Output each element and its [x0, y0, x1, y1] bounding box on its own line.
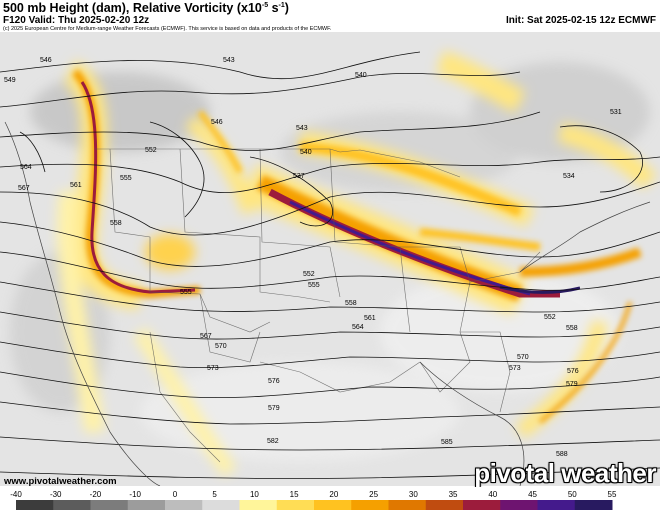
- height-label: 588: [556, 451, 568, 458]
- height-label: 573: [509, 365, 521, 372]
- colorbar-tick-label: 10: [249, 490, 259, 499]
- title-text: 500 mb Height (dam), Relative Vorticity …: [3, 1, 262, 15]
- colorbar-tick-label: -30: [49, 490, 62, 499]
- height-label: 561: [70, 182, 82, 189]
- colorbar-tick-label: -20: [89, 490, 102, 499]
- height-label: 561: [364, 315, 376, 322]
- colorbar-swatch: [500, 500, 538, 510]
- colorbar-tick-label: 45: [528, 490, 537, 499]
- height-label: 555: [308, 282, 320, 289]
- height-label: 564: [20, 164, 32, 171]
- height-label: 558: [345, 300, 357, 307]
- height-label: 570: [215, 343, 227, 350]
- height-label: 564: [352, 324, 364, 331]
- colorbar-swatch: [425, 500, 464, 510]
- height-contours: [0, 51, 660, 479]
- title-exponent-2: -1: [278, 1, 285, 9]
- colorbar-tick-label: 50: [567, 490, 577, 499]
- height-label: 540: [300, 149, 312, 156]
- colorbar-tick-label: 40: [488, 490, 498, 499]
- height-label: 576: [567, 368, 579, 375]
- height-label: 540: [355, 72, 367, 79]
- height-label: 552: [145, 147, 157, 154]
- height-label: 531: [610, 109, 622, 116]
- colorbar-swatch: [537, 500, 576, 510]
- colorbar-swatch: [276, 500, 315, 510]
- colorbar-swatch: [351, 500, 389, 510]
- colorbar-tick-label: 15: [289, 490, 299, 499]
- colorbar-tick-label: -40: [10, 490, 22, 499]
- height-label: 579: [566, 381, 578, 388]
- colorbar-tick-label: -10: [129, 490, 141, 499]
- height-label: 567: [18, 185, 30, 192]
- title-exponent: -5: [261, 1, 269, 9]
- height-label: 567: [200, 333, 212, 340]
- height-label: 570: [517, 354, 529, 361]
- weather-map[interactable]: 549 543 546 540 537 540 552 555 558 564 …: [0, 32, 660, 487]
- height-labels: 549 543 546 540 537 540 552 555 558 564 …: [4, 57, 622, 458]
- colorbar-tick-label: 30: [408, 490, 418, 499]
- colorbar-tick-label: 35: [448, 490, 458, 499]
- colorbar-swatch: [239, 500, 278, 510]
- colorbar-tick-label: 25: [369, 490, 379, 499]
- colorbar-swatch: [16, 500, 54, 510]
- height-label: 546: [211, 119, 223, 126]
- colorbar-swatch: [165, 500, 203, 510]
- colorbar-tick-label: 0: [172, 490, 178, 499]
- title-unit: s: [268, 1, 279, 15]
- height-label: 552: [303, 271, 315, 278]
- colorbar-tick-label: 20: [329, 490, 339, 499]
- source-url[interactable]: www.pivotalweather.com: [4, 476, 117, 487]
- height-label: 558: [110, 220, 122, 227]
- init-time: Init: Sat 2025-02-15 12z ECMWF: [505, 15, 656, 26]
- coastlines: [4, 121, 651, 487]
- map-canvas: 549 543 546 540 537 540 552 555 558 564 …: [0, 32, 660, 487]
- title-end: ): [284, 1, 289, 15]
- height-label: 579: [268, 405, 280, 412]
- copyright-credit: (c) 2025 European Centre for Medium-rang…: [3, 26, 332, 32]
- height-label: 543: [296, 125, 308, 132]
- height-label: 558: [566, 325, 578, 332]
- colorbar-tick-label: 55: [607, 490, 617, 499]
- height-label: 534: [563, 173, 575, 180]
- colorbar-swatches: [16, 500, 613, 510]
- height-label: 537: [293, 173, 305, 180]
- height-label: 585: [441, 439, 453, 446]
- height-label: 576: [268, 378, 280, 385]
- valid-time: F120 Valid: Thu 2025-02-20 12z: [3, 15, 150, 26]
- pivotal-weather-logo: pivotal weather: [474, 458, 656, 488]
- colorbar-tick-label: 5: [212, 490, 217, 499]
- height-label: 555: [120, 175, 132, 182]
- colorbar-swatch: [127, 500, 166, 510]
- colorbar-swatch: [388, 500, 427, 510]
- colorbar-swatch: [90, 500, 129, 510]
- colorbar: -40 -30 -20 -10 0 5 10 15 20 25 30 35 40 45 50 55: [0, 487, 660, 510]
- height-label: 546: [40, 57, 52, 64]
- height-label: 549: [4, 77, 16, 84]
- colorbar-swatch: [574, 500, 613, 510]
- colorbar-swatch: [202, 500, 240, 510]
- colorbar-swatch: [53, 500, 91, 510]
- height-label: 552: [544, 314, 556, 321]
- height-label: 573: [207, 365, 219, 372]
- colorbar-swatch: [314, 500, 352, 510]
- map-header: 500 mb Height (dam), Relative Vorticity …: [0, 0, 660, 32]
- colorbar-swatch: [463, 500, 501, 510]
- height-label: 543: [223, 57, 235, 64]
- map-title: 500 mb Height (dam), Relative Vorticity …: [3, 1, 289, 15]
- height-label: 555: [180, 289, 192, 296]
- height-label: 582: [267, 438, 279, 445]
